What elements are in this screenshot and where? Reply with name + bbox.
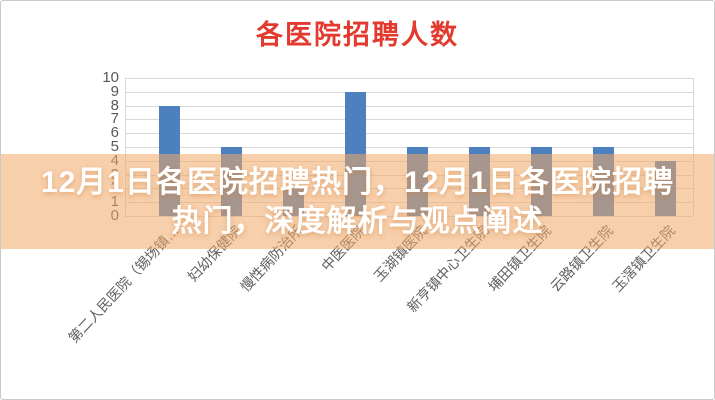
gridline: [125, 91, 693, 93]
y-axis-label: 10: [102, 69, 119, 86]
y-axis-label: 6: [110, 124, 119, 142]
chart-title: 各医院招聘人数: [256, 20, 459, 50]
gridline: [125, 78, 693, 79]
y-axis-label: 8: [110, 96, 119, 114]
gridline: [125, 119, 693, 121]
headline-line-2: 热门，深度解析与观点阐述: [171, 204, 544, 238]
headline-banner: 12月1日各医院招聘热门，12月1日各医院招聘 热门，深度解析与观点阐述: [1, 154, 714, 249]
gridline: [125, 105, 693, 107]
y-axis-label: 9: [110, 82, 119, 100]
y-axis-label: 7: [110, 110, 119, 128]
y-axis-label: 5: [110, 138, 119, 155]
gridline: [125, 133, 693, 135]
plot-right-border: [693, 78, 694, 216]
headline-line-1: 12月1日各医院招聘热门，12月1日各医院招聘: [40, 165, 675, 199]
y-axis-line: [125, 78, 126, 216]
